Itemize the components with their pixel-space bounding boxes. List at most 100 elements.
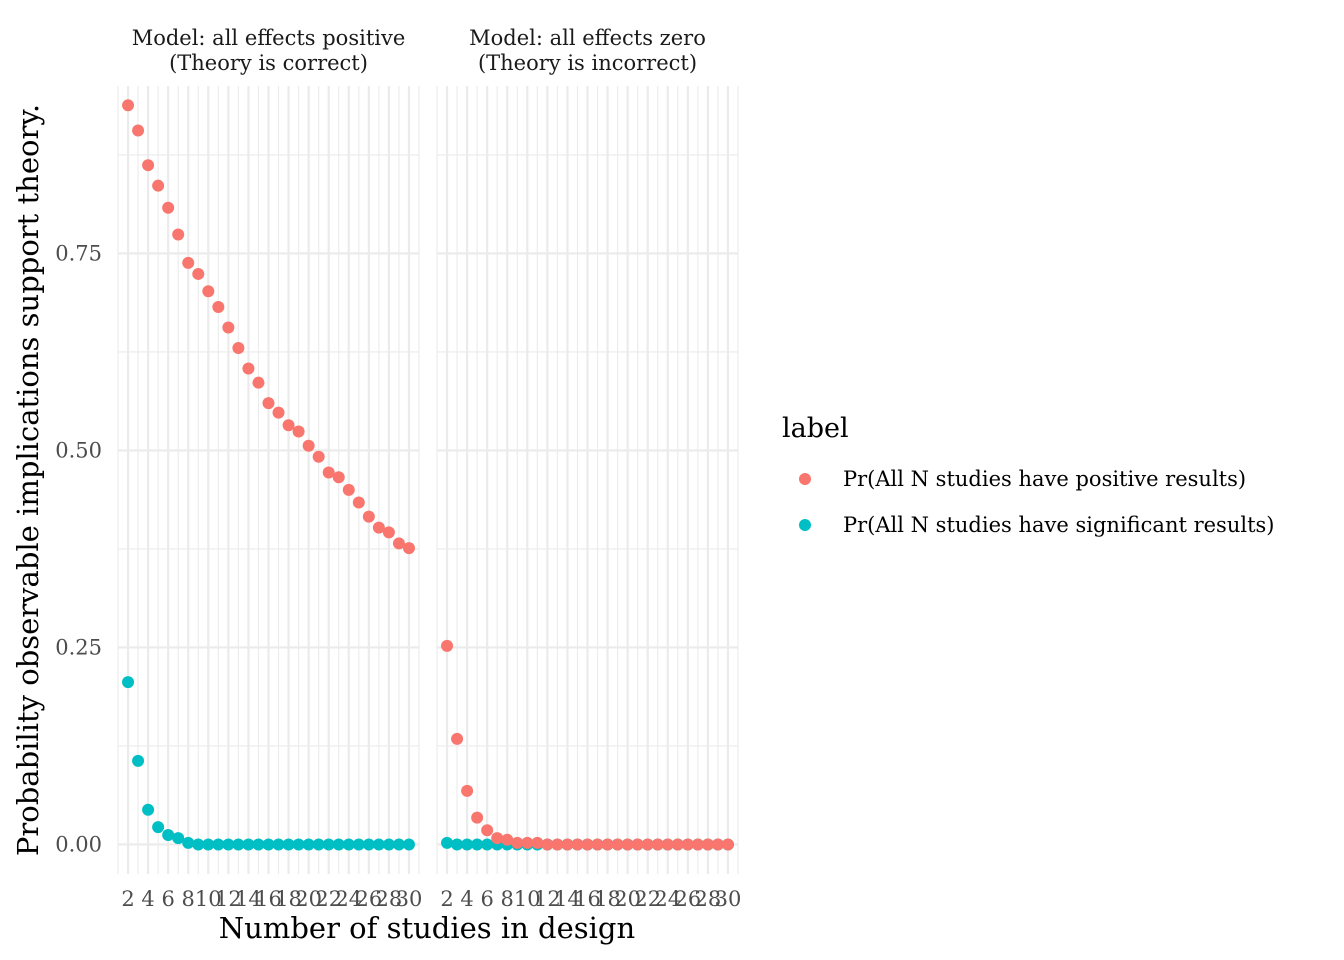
x-tick-label: 4 bbox=[460, 887, 473, 911]
x-tick-label: 20 bbox=[295, 887, 322, 911]
data-point bbox=[192, 267, 205, 280]
y-tick-label: 0.25 bbox=[55, 635, 102, 659]
data-point bbox=[282, 838, 295, 851]
data-point bbox=[382, 838, 395, 851]
data-point bbox=[362, 838, 375, 851]
data-point bbox=[611, 838, 624, 851]
data-point bbox=[511, 836, 524, 849]
data-point bbox=[292, 425, 305, 438]
data-point bbox=[252, 838, 265, 851]
data-point bbox=[262, 397, 275, 410]
data-point bbox=[202, 285, 215, 298]
x-tick-label: 10 bbox=[514, 887, 541, 911]
data-point bbox=[372, 838, 385, 851]
x-tick-label: 12 bbox=[534, 887, 561, 911]
data-point bbox=[671, 838, 684, 851]
data-point bbox=[481, 838, 494, 851]
data-point bbox=[202, 838, 215, 851]
data-point bbox=[651, 838, 664, 851]
data-point bbox=[132, 754, 145, 767]
data-point bbox=[222, 321, 235, 334]
data-point bbox=[332, 838, 345, 851]
x-tick-label: 8 bbox=[182, 887, 195, 911]
data-point bbox=[451, 732, 464, 745]
x-tick-label: 16 bbox=[255, 887, 282, 911]
data-point bbox=[581, 838, 594, 851]
data-point bbox=[571, 838, 584, 851]
data-point bbox=[641, 838, 654, 851]
facet-panel-1: Model: all effects positive(Theory is co… bbox=[55, 26, 422, 911]
x-tick-label: 26 bbox=[674, 887, 701, 911]
data-point bbox=[402, 838, 415, 851]
data-point bbox=[402, 542, 415, 555]
y-tick-label: 0.50 bbox=[55, 438, 102, 462]
x-tick-label: 18 bbox=[275, 887, 302, 911]
facet-panels: Model: all effects positive(Theory is co… bbox=[55, 26, 741, 911]
data-point bbox=[701, 838, 714, 851]
data-point bbox=[122, 99, 135, 112]
data-point bbox=[232, 838, 245, 851]
data-point bbox=[551, 838, 564, 851]
x-tick-label: 8 bbox=[501, 887, 514, 911]
data-point bbox=[262, 838, 275, 851]
x-tick-label: 20 bbox=[614, 887, 641, 911]
facet-title-line2: (Theory is incorrect) bbox=[478, 51, 697, 75]
data-point bbox=[342, 483, 355, 496]
x-tick-label: 2 bbox=[121, 887, 134, 911]
data-point bbox=[392, 537, 405, 550]
x-axis-title: Number of studies in design bbox=[219, 911, 635, 945]
data-point bbox=[481, 824, 494, 837]
data-point bbox=[471, 811, 484, 824]
data-point bbox=[352, 838, 365, 851]
facet-title-line2: (Theory is correct) bbox=[169, 51, 368, 75]
data-point bbox=[242, 362, 255, 375]
data-point bbox=[132, 124, 145, 137]
data-point bbox=[521, 836, 534, 849]
y-axis-title: Probability observable implications supp… bbox=[11, 104, 45, 856]
data-point bbox=[242, 838, 255, 851]
data-point bbox=[471, 838, 484, 851]
facet-title-line1: Model: all effects zero bbox=[469, 26, 706, 50]
x-tick-label: 30 bbox=[396, 887, 423, 911]
x-tick-label: 18 bbox=[594, 887, 621, 911]
data-point bbox=[172, 228, 185, 241]
data-point bbox=[691, 838, 704, 851]
x-tick-label: 26 bbox=[355, 887, 382, 911]
data-point bbox=[122, 676, 135, 689]
data-point bbox=[152, 179, 165, 192]
y-tick-label: 0.00 bbox=[55, 832, 102, 856]
data-point bbox=[362, 510, 375, 523]
data-point bbox=[601, 838, 614, 851]
data-point bbox=[182, 836, 195, 849]
data-point bbox=[501, 833, 514, 846]
data-point bbox=[561, 838, 574, 851]
legend-key bbox=[799, 519, 811, 531]
data-point bbox=[142, 803, 155, 816]
y-tick-label: 0.75 bbox=[55, 241, 102, 265]
data-point bbox=[292, 838, 305, 851]
data-point bbox=[322, 838, 335, 851]
data-point bbox=[441, 639, 454, 652]
data-point bbox=[302, 439, 315, 452]
legend-label: Pr(All N studies have significant result… bbox=[843, 513, 1274, 537]
data-point bbox=[182, 256, 195, 269]
data-point bbox=[192, 838, 205, 851]
legend-title: label bbox=[782, 413, 849, 444]
legend: label Pr(All N studies have positive res… bbox=[782, 413, 1274, 537]
data-point bbox=[282, 419, 295, 432]
data-point bbox=[491, 832, 504, 845]
data-point bbox=[312, 838, 325, 851]
data-point bbox=[441, 836, 454, 849]
data-point bbox=[631, 838, 644, 851]
data-point bbox=[451, 838, 464, 851]
data-point bbox=[312, 450, 325, 463]
data-point bbox=[152, 821, 165, 834]
x-tick-label: 28 bbox=[376, 887, 403, 911]
data-point bbox=[172, 832, 185, 845]
x-tick-label: 14 bbox=[554, 887, 581, 911]
x-tick-label: 30 bbox=[715, 887, 742, 911]
x-tick-label: 16 bbox=[574, 887, 601, 911]
data-point bbox=[711, 838, 724, 851]
data-point bbox=[302, 838, 315, 851]
